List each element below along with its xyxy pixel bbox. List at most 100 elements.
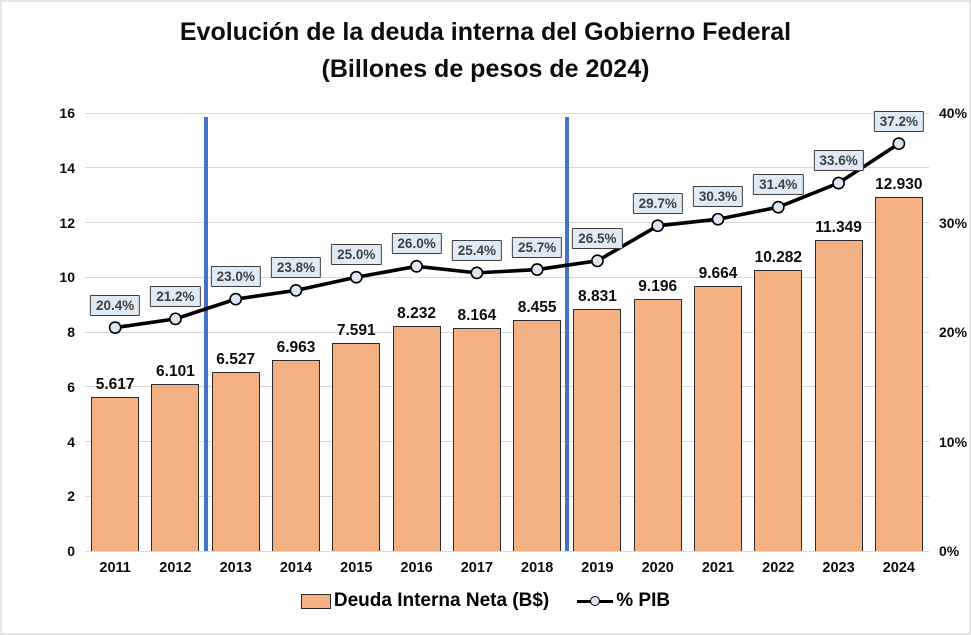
- bar-value-label: 6.527: [216, 351, 256, 369]
- x-tick-label: 2019: [581, 560, 614, 576]
- x-tick-label: 2011: [99, 560, 131, 576]
- chart-title: Evolución de la deuda interna del Gobier…: [2, 14, 969, 88]
- pib-marker: [470, 266, 484, 280]
- y-left-tick-label: 2: [67, 488, 75, 505]
- grid-line: [85, 441, 929, 442]
- bar: [151, 383, 199, 551]
- pib-marker: [832, 176, 845, 190]
- grid-line: [85, 550, 929, 552]
- pct-label: 23.0%: [210, 266, 261, 288]
- x-tick-label: 2012: [159, 560, 192, 576]
- y-left-tick-label: 4: [67, 433, 75, 450]
- x-tick-label: 2024: [882, 560, 915, 576]
- pct-label: 25.0%: [331, 244, 382, 266]
- vertical-reference-line: [203, 117, 208, 551]
- y-right-tick-label: 20%: [939, 324, 968, 340]
- bar-value-label: 8.831: [578, 288, 617, 306]
- y-left-tick-label: 6: [67, 378, 75, 395]
- bar: [754, 269, 802, 551]
- x-tick-label: 2015: [340, 560, 373, 576]
- circle-marker-icon: [590, 596, 601, 606]
- bar: [91, 397, 139, 551]
- y-left-tick-label: 0: [67, 543, 75, 559]
- pct-label: 25.7%: [512, 236, 563, 258]
- pct-label: 26.0%: [391, 233, 442, 255]
- pib-marker: [169, 312, 182, 326]
- pct-label: 29.7%: [632, 192, 683, 214]
- bar: [393, 325, 441, 551]
- y-left-tick-label: 8: [67, 324, 75, 340]
- y-right-tick-label: 0%: [939, 543, 960, 559]
- grid-line: [85, 331, 929, 333]
- bar-value-label: 10.282: [754, 248, 802, 266]
- pct-label: 21.2%: [150, 285, 201, 307]
- left-axis: 0 2 4 6 8 10 12 14 16: [2, 105, 75, 559]
- y-left-tick-label: 12: [59, 214, 75, 231]
- pct-label: 26.5%: [572, 227, 623, 249]
- bar-value-label: 8.232: [397, 304, 436, 322]
- plot-area: 5.617 6.101 6.527 6.963 7.591 8.232 8.164 8.455…: [85, 110, 929, 552]
- pib-marker: [289, 283, 303, 297]
- bar: [875, 197, 923, 551]
- pib-marker: [591, 254, 604, 268]
- bar-value-label: 11.349: [815, 219, 862, 237]
- grid-line: [85, 386, 929, 388]
- bar: [815, 240, 863, 551]
- pib-marker: [410, 259, 423, 273]
- pib-marker: [892, 137, 906, 151]
- right-axis: 0% 10% 20% 30% 40%: [939, 105, 969, 559]
- vertical-reference-line: [565, 117, 570, 551]
- x-tick-label: 2021: [701, 560, 735, 576]
- line-marker-icon: [577, 595, 614, 607]
- y-right-tick-label: 30%: [939, 214, 968, 231]
- x-tick-label: 2016: [400, 560, 433, 576]
- bar: [573, 309, 621, 551]
- pct-label: 20.4%: [90, 294, 141, 316]
- bar: [694, 286, 742, 551]
- grid-line: [85, 167, 929, 169]
- x-tick-label: 2020: [641, 560, 674, 576]
- bar: [332, 343, 380, 551]
- bar-value-label: 5.617: [95, 376, 135, 394]
- pib-line-path: [114, 142, 900, 330]
- chart-title-line2: (Billones de pesos de 2024): [321, 55, 650, 83]
- x-tick-label: 2018: [521, 560, 554, 576]
- pib-marker: [771, 200, 785, 214]
- grid-line: [85, 276, 929, 278]
- pct-label: 30.3%: [692, 186, 744, 208]
- grid-line: [85, 222, 929, 223]
- bar-swatch-icon: [300, 593, 331, 609]
- bar-value-label: 8.164: [457, 306, 497, 324]
- y-left-tick-label: 14: [59, 159, 75, 176]
- bar: [272, 360, 320, 551]
- bar-value-label: 12.930: [875, 176, 923, 194]
- legend-item-pib: % PIB: [577, 590, 670, 612]
- x-tick-label: 2023: [822, 560, 855, 576]
- y-left-tick-label: 16: [59, 105, 75, 121]
- x-tick-label: 2013: [219, 560, 252, 576]
- pct-label: 31.4%: [753, 174, 804, 196]
- pib-line-chart: [108, 137, 906, 335]
- y-right-tick-label: 10%: [939, 433, 968, 450]
- grid-line: [85, 112, 929, 114]
- bar: [634, 299, 682, 551]
- pct-label: 25.4%: [451, 239, 502, 261]
- pib-marker: [651, 219, 665, 233]
- x-axis: 2011 2012 2013 2014 2015 2016 2017 2018 2019 2020…: [85, 558, 929, 580]
- pib-marker: [108, 321, 122, 335]
- x-tick-label: 2017: [460, 560, 493, 576]
- bar: [453, 327, 501, 551]
- pib-marker: [711, 212, 725, 226]
- pib-marker: [229, 292, 243, 306]
- legend-deuda-label: Deuda Interna Neta (B$): [333, 590, 550, 611]
- pct-label: 37.2%: [873, 110, 924, 132]
- y-right-tick-label: 40%: [939, 105, 968, 121]
- bar-value-label: 6.101: [156, 362, 195, 380]
- pib-marker: [530, 263, 544, 276]
- bar-value-label: 9.664: [698, 265, 738, 283]
- y-left-tick-label: 10: [59, 269, 75, 286]
- bar: [513, 319, 561, 551]
- bar-value-label: 6.963: [276, 339, 316, 357]
- bar: [212, 372, 260, 551]
- pct-label: 33.6%: [813, 150, 864, 172]
